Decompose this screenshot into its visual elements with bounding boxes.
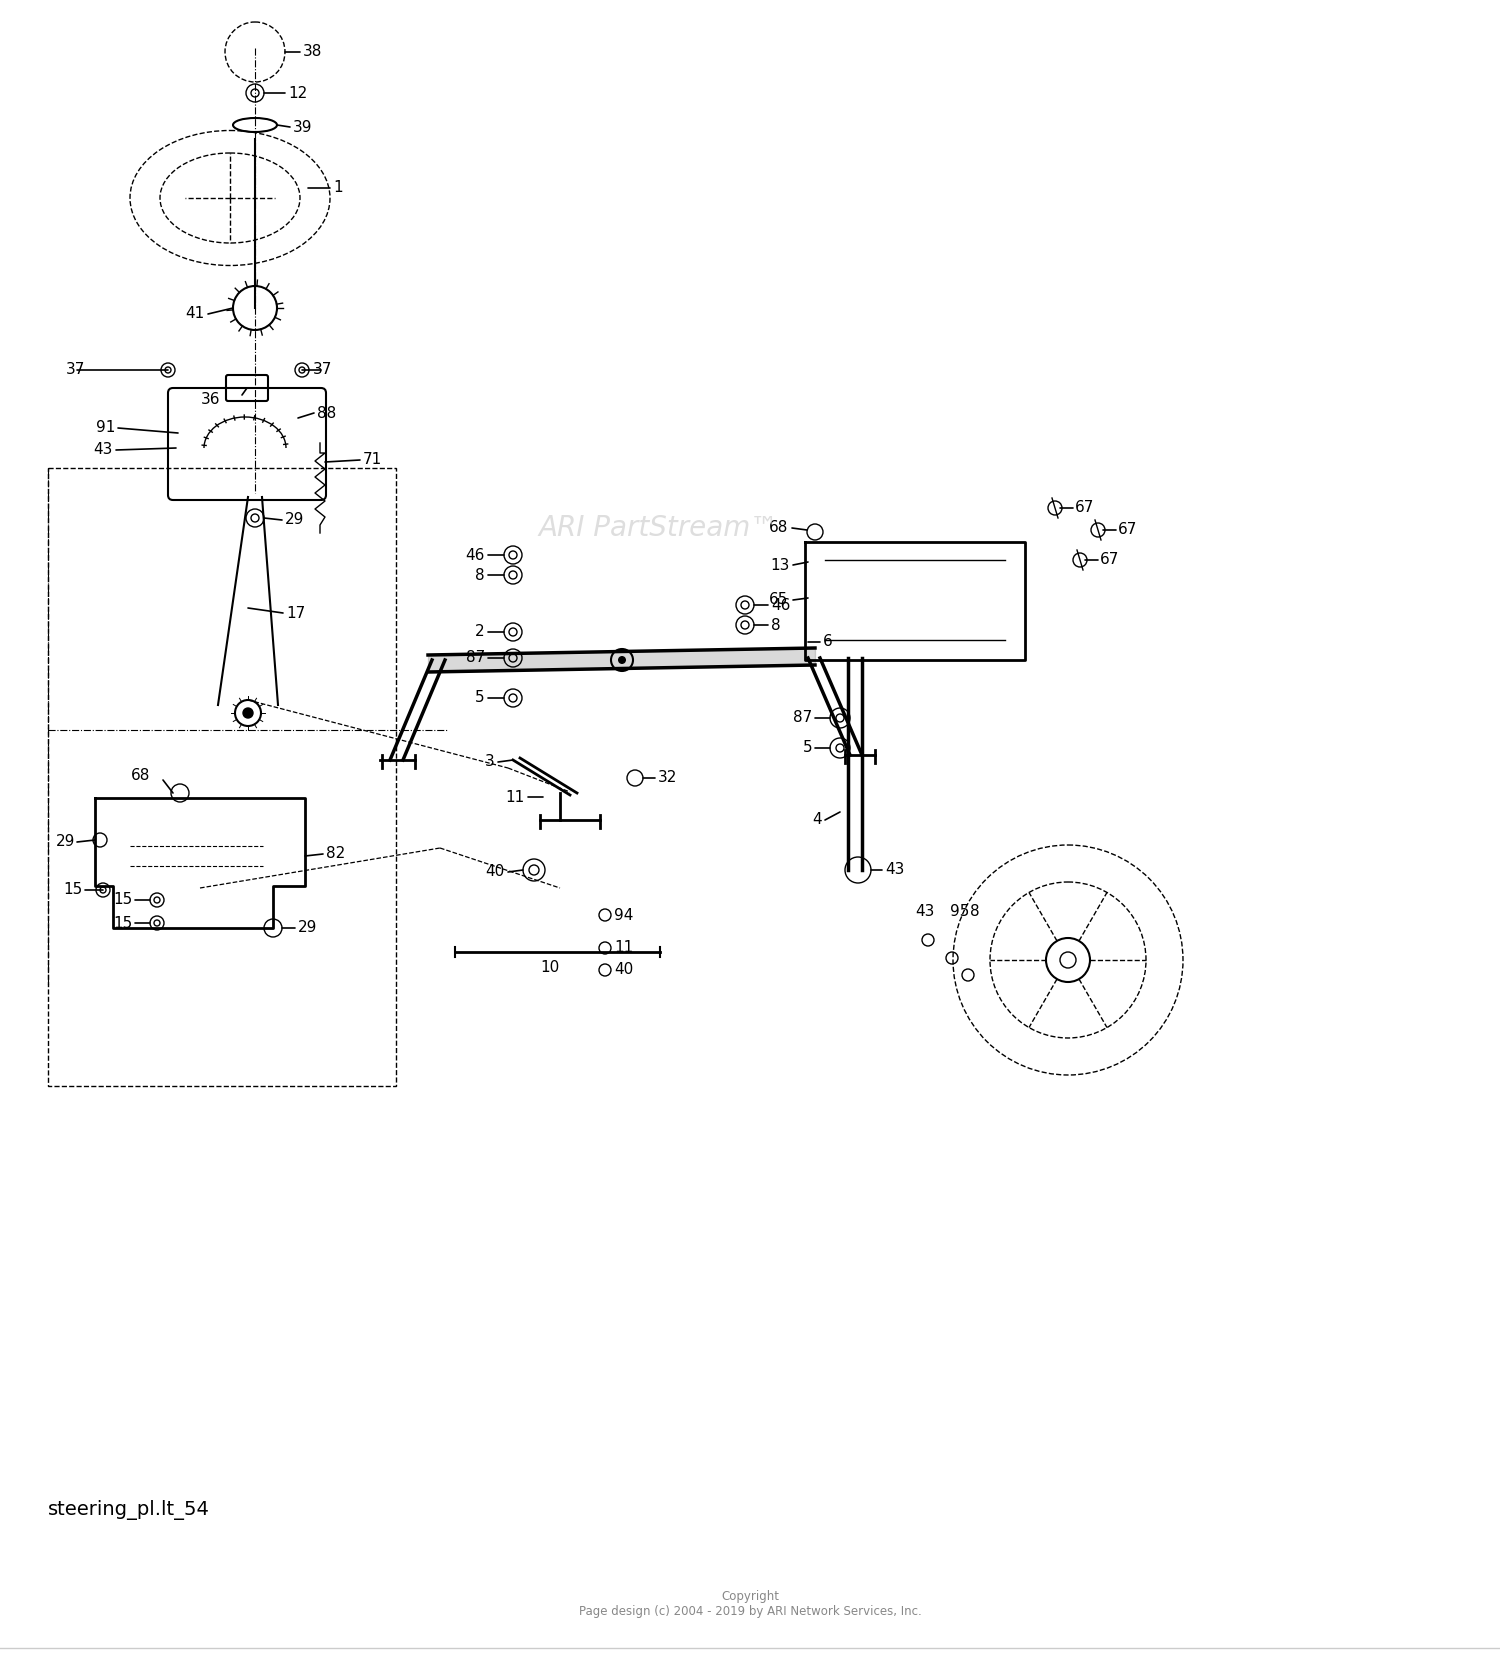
Text: 11: 11	[614, 940, 633, 955]
Text: 65: 65	[768, 593, 788, 608]
Text: 29: 29	[285, 513, 304, 528]
Text: 1: 1	[333, 181, 342, 196]
Text: 94: 94	[614, 907, 633, 922]
Circle shape	[618, 656, 626, 664]
Text: 4: 4	[813, 812, 822, 827]
Text: 95: 95	[950, 905, 969, 920]
Text: 37: 37	[66, 362, 86, 377]
Text: 82: 82	[326, 847, 345, 862]
Text: 91: 91	[96, 420, 116, 435]
Text: 2: 2	[476, 625, 484, 639]
Text: 6: 6	[824, 635, 833, 649]
Text: 15: 15	[63, 882, 82, 897]
Text: 67: 67	[1118, 523, 1137, 538]
Text: 43: 43	[93, 442, 112, 457]
Text: 43: 43	[915, 905, 934, 920]
Text: 29: 29	[298, 920, 318, 935]
Text: Copyright
Page design (c) 2004 - 2019 by ARI Network Services, Inc.: Copyright Page design (c) 2004 - 2019 by…	[579, 1590, 921, 1618]
Text: 68: 68	[768, 520, 788, 535]
Text: 13: 13	[771, 558, 790, 573]
Text: 40: 40	[486, 864, 506, 880]
Text: 8: 8	[476, 568, 484, 583]
Text: 67: 67	[1076, 500, 1095, 515]
Text: 41: 41	[186, 307, 206, 322]
Text: 37: 37	[314, 362, 333, 377]
Text: 3: 3	[486, 754, 495, 769]
Text: 87: 87	[465, 651, 484, 666]
Text: 15: 15	[114, 892, 134, 907]
Text: 88: 88	[316, 405, 336, 420]
Text: 36: 36	[201, 392, 220, 407]
Text: 46: 46	[771, 598, 790, 613]
Text: 5: 5	[476, 691, 484, 706]
Circle shape	[243, 708, 254, 718]
Text: 38: 38	[303, 45, 322, 60]
Text: 68: 68	[130, 769, 150, 784]
Text: 46: 46	[465, 548, 484, 563]
Text: steering_pl.lt_54: steering_pl.lt_54	[48, 1500, 210, 1520]
Bar	[48, 468, 396, 1086]
Text: 8: 8	[771, 618, 780, 633]
Text: ARI PartStream™: ARI PartStream™	[538, 513, 778, 541]
Text: 40: 40	[614, 962, 633, 978]
Text: 12: 12	[288, 85, 308, 101]
Text: 29: 29	[56, 834, 75, 849]
Text: 43: 43	[885, 862, 904, 877]
Text: 71: 71	[363, 452, 382, 467]
Text: 15: 15	[114, 915, 134, 930]
Text: 17: 17	[286, 606, 306, 621]
Text: 10: 10	[540, 960, 560, 975]
Text: 8: 8	[970, 905, 980, 920]
Text: 32: 32	[658, 771, 678, 786]
Text: 67: 67	[1100, 553, 1119, 568]
Text: 5: 5	[802, 741, 812, 756]
Text: 39: 39	[292, 120, 312, 135]
Text: 11: 11	[506, 789, 525, 804]
Text: 87: 87	[792, 711, 812, 726]
